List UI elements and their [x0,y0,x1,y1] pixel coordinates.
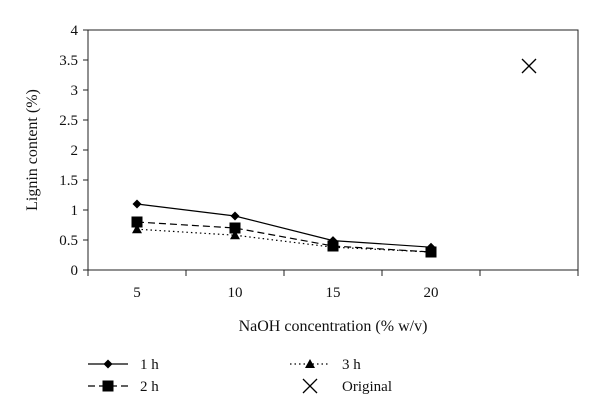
series-triangle [132,224,436,256]
x-tick-label: 10 [228,285,243,301]
y-tick-label: 0 [71,263,79,279]
data-point [426,247,436,256]
legend-label: 1 h [140,357,159,373]
legend: 1 h 2 h 3 h Original [88,357,392,395]
data-point [229,222,241,234]
legend-marker [305,359,315,368]
legend-marker [102,380,114,392]
legend-marker [103,359,113,369]
y-tick-label: 4 [71,23,79,39]
series-x [521,58,537,74]
y-tick-label: 2 [71,143,79,159]
y-tick-label: 2.5 [59,113,78,129]
legend-item: 3 h [290,357,361,373]
legend-item: 2 h [88,379,159,395]
legend-label: Original [342,379,392,395]
data-point [230,230,240,240]
series-diamond [132,199,436,252]
legend-item: 1 h [88,357,159,373]
legend-item: Original [302,378,392,395]
x-tick-label: 15 [326,285,341,301]
y-tick-label: 0.5 [59,233,78,249]
y-tick-label: 3 [71,83,79,99]
series-layer [131,58,537,258]
x-axis-ticks: 5 10 15 20 [87,270,579,301]
y-axis-ticks: 0 0.5 1 1.5 2 2.5 3 3.5 4 [59,23,88,279]
data-point [328,242,338,252]
x-axis-label: NaOH concentration (% w/v) [239,318,428,335]
data-point [131,216,143,228]
y-tick-label: 1.5 [59,173,78,189]
x-tick-label: 20 [424,285,439,301]
series-line [136,221,432,253]
data-point [132,224,142,234]
y-tick-label: 3.5 [59,53,78,69]
x-tick-label: 5 [133,285,141,301]
plot-area [87,29,579,271]
data-point [132,199,142,209]
y-axis-label: Lignin content (%) [24,89,41,211]
y-tick-label: 1 [71,203,79,219]
legend-marker [302,378,318,394]
data-point [230,211,240,221]
data-point [521,58,537,74]
series-line [136,203,432,248]
legend-label: 3 h [342,357,361,373]
legend-label: 2 h [140,379,159,395]
